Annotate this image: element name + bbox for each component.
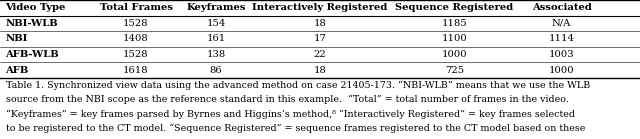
Text: to be registered to the CT model. “Sequence Registered” = sequence frames regist: to be registered to the CT model. “Seque… bbox=[6, 124, 586, 133]
Text: 161: 161 bbox=[206, 34, 226, 43]
Text: 1618: 1618 bbox=[123, 66, 149, 75]
Text: N/A: N/A bbox=[552, 19, 572, 28]
Text: AFB: AFB bbox=[5, 66, 28, 75]
Text: 18: 18 bbox=[314, 66, 326, 75]
Text: 1408: 1408 bbox=[123, 34, 149, 43]
Text: 725: 725 bbox=[445, 66, 464, 75]
Text: 1114: 1114 bbox=[548, 34, 575, 43]
Text: Sequence Registered: Sequence Registered bbox=[396, 3, 513, 12]
Text: AFB-WLB: AFB-WLB bbox=[5, 50, 59, 59]
Text: 1185: 1185 bbox=[442, 19, 467, 28]
Text: 86: 86 bbox=[210, 66, 222, 75]
Text: Total Frames: Total Frames bbox=[99, 3, 173, 12]
Text: source from the NBI scope as the reference standard in this example.  “Total” = : source from the NBI scope as the referen… bbox=[6, 95, 569, 104]
Text: 17: 17 bbox=[314, 34, 326, 43]
Text: 18: 18 bbox=[314, 19, 326, 28]
Text: NBI: NBI bbox=[5, 34, 28, 43]
Text: Interactively Registered: Interactively Registered bbox=[252, 3, 388, 12]
Text: NBI-WLB: NBI-WLB bbox=[5, 19, 58, 28]
Text: Video Type: Video Type bbox=[5, 3, 65, 12]
Text: 138: 138 bbox=[206, 50, 226, 59]
Text: 154: 154 bbox=[206, 19, 226, 28]
Text: 1003: 1003 bbox=[548, 50, 575, 59]
Text: Keyframes: Keyframes bbox=[186, 3, 246, 12]
Text: 1528: 1528 bbox=[123, 50, 149, 59]
Text: 1000: 1000 bbox=[442, 50, 467, 59]
Text: 22: 22 bbox=[314, 50, 326, 59]
Text: 1100: 1100 bbox=[442, 34, 467, 43]
Text: 1000: 1000 bbox=[548, 66, 575, 75]
Text: “Keyframes” = key frames parsed by Byrnes and Higgins’s method,⁸ “Interactively : “Keyframes” = key frames parsed by Byrne… bbox=[6, 109, 575, 119]
Text: Associated: Associated bbox=[532, 3, 591, 12]
Text: Table 1. Synchronized view data using the advanced method on case 21405-173. “NB: Table 1. Synchronized view data using th… bbox=[6, 81, 591, 90]
Text: 1528: 1528 bbox=[123, 19, 149, 28]
